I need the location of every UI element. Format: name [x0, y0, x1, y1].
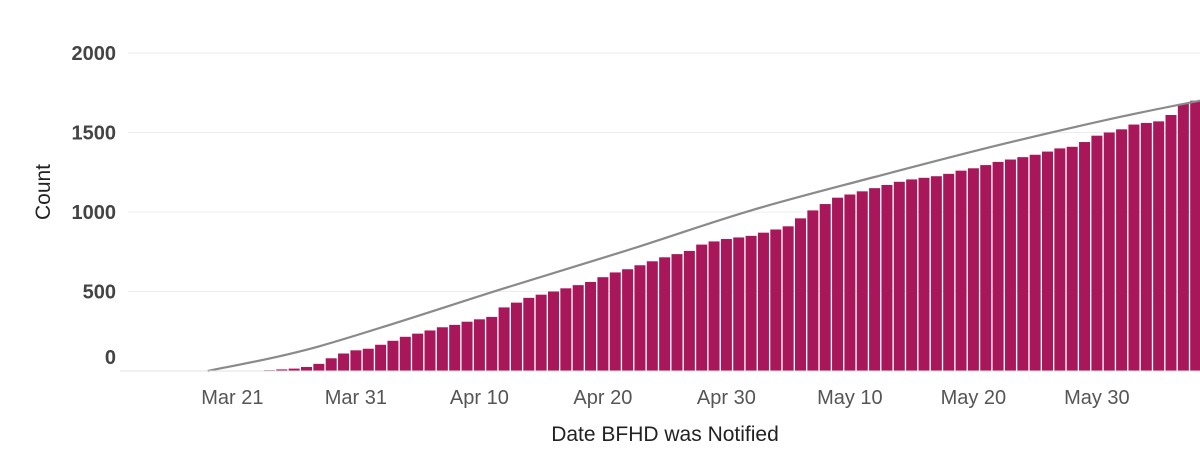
bar — [338, 353, 350, 371]
y-axis-ticks: 0 500 1000 1500 2000 — [72, 43, 117, 369]
y-tick-label: 1000 — [72, 202, 117, 224]
bar — [572, 285, 584, 371]
bar — [770, 229, 782, 371]
bar — [856, 191, 868, 371]
x-tick-label: May 20 — [941, 387, 1007, 409]
bar — [560, 288, 572, 371]
bar — [535, 294, 547, 371]
bar — [399, 336, 411, 371]
x-tick-label: Mar 21 — [201, 387, 263, 409]
bar — [510, 302, 522, 371]
bar — [1091, 135, 1103, 371]
bar — [1153, 121, 1165, 372]
y-tick-label: 2000 — [72, 43, 117, 65]
bar — [1066, 146, 1078, 371]
x-tick-label: Apr 30 — [697, 387, 756, 409]
bar — [869, 188, 881, 371]
x-tick-label: Apr 20 — [573, 387, 632, 409]
bar — [1140, 122, 1152, 372]
bar — [733, 237, 745, 371]
y-tick-label: 500 — [83, 282, 116, 304]
bar — [646, 261, 658, 371]
bar — [807, 210, 819, 371]
bar — [609, 272, 621, 371]
bar — [819, 204, 831, 371]
bar — [708, 241, 720, 371]
bar — [720, 239, 732, 371]
bar — [1029, 154, 1041, 371]
bar — [967, 168, 979, 371]
bar — [844, 194, 856, 371]
bar — [696, 244, 708, 371]
bar — [930, 176, 942, 371]
bar — [362, 348, 374, 371]
bar — [498, 307, 510, 371]
bar — [906, 179, 918, 371]
bar — [1190, 100, 1200, 371]
bar — [301, 367, 312, 371]
bar — [1116, 129, 1128, 371]
bar — [795, 218, 806, 371]
bar — [992, 161, 1004, 371]
bar — [1004, 159, 1016, 371]
bar — [1079, 142, 1091, 371]
bar — [943, 173, 955, 371]
trend-line — [207, 99, 1200, 373]
bar — [288, 368, 300, 371]
bar — [449, 324, 461, 371]
bar — [745, 235, 757, 371]
bar — [436, 327, 448, 371]
bar — [1128, 124, 1140, 371]
bar — [597, 277, 609, 371]
bar — [1103, 132, 1115, 371]
bar — [375, 344, 387, 371]
bar — [523, 297, 535, 371]
bar — [634, 265, 646, 371]
bar — [461, 321, 473, 371]
bar — [473, 319, 485, 371]
bar — [955, 170, 967, 371]
bar — [881, 184, 893, 371]
bar — [325, 358, 337, 371]
bar-series — [263, 100, 1200, 372]
x-tick-label: Apr 10 — [450, 387, 509, 409]
y-tick-label: 1500 — [72, 123, 117, 145]
x-tick-label: Mar 31 — [325, 387, 387, 409]
bar — [683, 250, 695, 371]
bar — [980, 165, 992, 371]
x-tick-label: May 10 — [817, 387, 883, 409]
x-axis-ticks: Mar 21 Mar 31 Apr 10 Apr 20 Apr 30 May 10 May … — [201, 387, 1129, 409]
bar — [782, 226, 794, 371]
bar — [276, 369, 288, 371]
bar — [622, 269, 634, 371]
bar — [424, 330, 436, 371]
y-tick-label: 0 — [105, 347, 116, 369]
bar — [1054, 148, 1066, 371]
y-axis-title: Count — [32, 164, 55, 220]
x-tick-label: May 30 — [1064, 387, 1130, 409]
bar — [918, 177, 930, 371]
bar — [412, 333, 424, 371]
bar — [1165, 115, 1177, 371]
bar — [387, 340, 399, 371]
bar — [671, 254, 683, 371]
bar — [486, 316, 498, 371]
bar — [548, 291, 559, 371]
x-axis-title: Date BFHD was Notified — [551, 423, 779, 446]
bar — [1042, 151, 1053, 371]
bar — [313, 363, 325, 371]
bar — [757, 232, 769, 371]
bar — [1177, 103, 1189, 371]
bar — [893, 181, 905, 371]
bar — [1017, 157, 1029, 371]
bar — [832, 197, 844, 371]
bar — [659, 257, 671, 371]
bar — [350, 350, 362, 371]
bar — [585, 281, 597, 371]
